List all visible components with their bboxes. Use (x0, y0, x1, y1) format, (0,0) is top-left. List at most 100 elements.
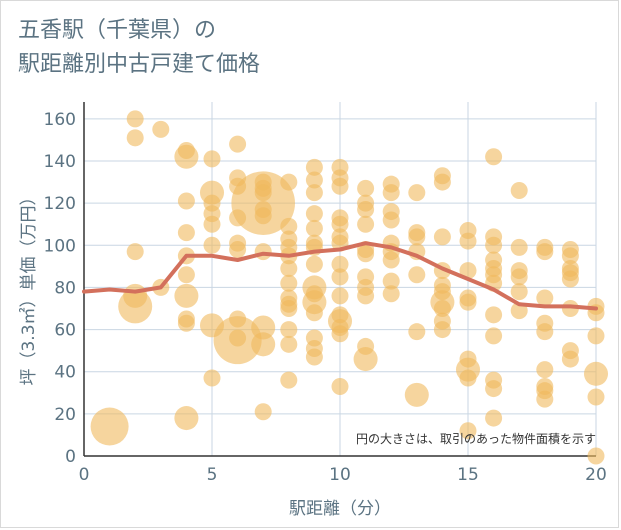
bubble-point (331, 287, 349, 305)
bubble-point (433, 173, 451, 191)
bubble-point (152, 120, 170, 138)
size-annotation: 円の大きさは、取引のあった物件面積を示す (356, 431, 596, 446)
bubble-point (459, 369, 477, 387)
bubble-point (459, 293, 477, 311)
bubble-point (280, 321, 298, 339)
y-tick-label: 100 (44, 236, 76, 256)
x-tick-label: 15 (457, 465, 479, 485)
bubble-point (251, 315, 276, 340)
bubble-point (536, 243, 554, 261)
bubble-point (485, 236, 503, 254)
title-line-2: 駅距離別中古戸建て価格 (18, 52, 261, 77)
y-tick-label: 80 (54, 278, 76, 298)
bubble-point (433, 228, 451, 246)
bubble-point (510, 283, 528, 301)
bubble-point (251, 332, 276, 357)
bubble-point (331, 177, 349, 195)
bubble-point (357, 337, 375, 355)
bubble-point (331, 306, 349, 324)
bubble-point (433, 321, 451, 339)
bubble-point (254, 207, 272, 225)
bubble-point (382, 184, 400, 202)
y-tick-label: 60 (54, 321, 76, 341)
axis-ticks: 0 20 40 60 80 100 120 140 160 0 5 10 15 20 (44, 110, 607, 485)
bubble-point (305, 255, 323, 273)
bubble-point (177, 266, 195, 284)
bubble-point (357, 179, 375, 197)
bubble-point (174, 283, 199, 308)
bubble-point (536, 323, 554, 341)
y-tick-label: 40 (54, 363, 76, 383)
bubble-point (510, 182, 528, 199)
bubble-point (587, 388, 605, 406)
bubble-point (433, 300, 451, 317)
bubble-point (280, 217, 298, 235)
bubble-point (357, 200, 375, 218)
bubble-point (561, 270, 579, 288)
bubble-point (587, 447, 605, 465)
bubble-point (459, 262, 477, 280)
bubble-point (536, 390, 554, 408)
bubble-point (229, 310, 247, 328)
x-tick-label: 0 (79, 465, 90, 485)
bubble-point (353, 347, 378, 372)
bubble-point (408, 184, 426, 202)
bubble-point (305, 205, 323, 223)
y-tick-label: 20 (54, 405, 76, 425)
bubble-point (229, 135, 247, 153)
bubble-point (229, 209, 247, 227)
bubble-point (357, 287, 375, 305)
x-tick-label: 10 (329, 465, 351, 485)
bubble-point (404, 382, 429, 407)
y-tick-label: 160 (44, 110, 76, 130)
bubble-point (177, 192, 195, 210)
bubble-point (203, 236, 221, 254)
bubble-point (331, 325, 349, 343)
x-tick-label: 5 (207, 465, 218, 485)
bubble-point (229, 329, 247, 347)
bubble-point (280, 259, 298, 277)
bubble-point (126, 110, 144, 128)
x-axis-label: 駅距離（分） (289, 499, 391, 519)
bubble-point (382, 251, 400, 269)
bubble-point (280, 274, 298, 292)
bubble-point (305, 219, 323, 237)
bubble-point (357, 245, 375, 263)
bubble-point (331, 215, 349, 233)
bubble-point (229, 177, 247, 195)
bubble-point (305, 304, 323, 322)
title-line-1: 五香駅（千葉県）の (18, 18, 217, 43)
y-axis-label: 坪（3.3㎡）単価（万円） (19, 188, 39, 385)
bubble-point (382, 272, 400, 290)
bubble-point (203, 369, 221, 387)
bubble-point (433, 283, 451, 301)
bubble-point (485, 148, 503, 166)
chart-title: 五香駅（千葉県）の 駅距離別中古戸建て価格 (18, 14, 578, 82)
bubble-point (254, 403, 272, 421)
average-line (82, 241, 598, 311)
bubble-point (536, 361, 554, 379)
bubble-point (90, 407, 129, 446)
bubble-point (408, 228, 426, 246)
y-tick-label: 140 (44, 152, 76, 172)
bubble-point (280, 371, 298, 389)
bubble-point (408, 266, 426, 284)
x-tick-label: 20 (585, 465, 607, 485)
bubble-point (382, 285, 400, 303)
bubble-point (536, 289, 554, 307)
bubble-point (485, 409, 503, 427)
y-tick-label: 120 (44, 194, 76, 214)
bubble-point (126, 129, 144, 147)
bubble-point (510, 268, 528, 286)
bubble-point (408, 323, 426, 341)
bubble-series (90, 110, 609, 465)
bubble-point (280, 300, 298, 317)
bubble-point (331, 255, 349, 273)
bubble-point (305, 285, 323, 303)
bubble-point (254, 184, 272, 202)
bubble-point (203, 215, 221, 233)
bubble-point (561, 350, 579, 368)
bubble-point (280, 335, 298, 353)
